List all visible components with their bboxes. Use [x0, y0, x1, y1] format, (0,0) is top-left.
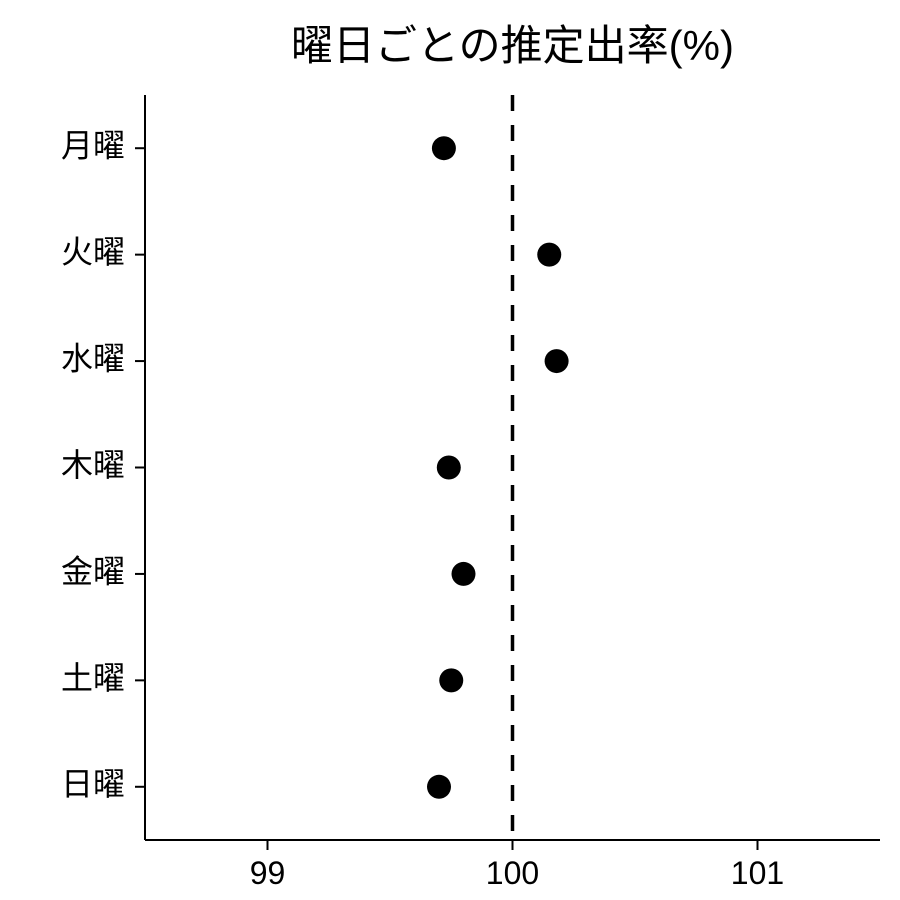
x-tick-label: 100: [486, 855, 539, 891]
data-point: [427, 775, 451, 799]
y-tick-label: 木曜: [61, 447, 125, 483]
y-tick-label: 土曜: [61, 660, 125, 696]
data-point: [439, 668, 463, 692]
data-point: [437, 456, 461, 480]
x-tick-label: 99: [250, 855, 286, 891]
y-tick-label: 日曜: [61, 766, 125, 802]
y-tick-label: 水曜: [61, 341, 125, 377]
dot-chart: 曜日ごとの推定出率(%) 月曜火曜水曜木曜金曜土曜日曜 99 100 101: [0, 0, 900, 900]
data-point: [537, 243, 561, 267]
data-point: [452, 562, 476, 586]
data-point: [432, 136, 456, 160]
y-tick-label: 金曜: [61, 553, 125, 589]
y-tick-label: 火曜: [61, 234, 125, 270]
y-tick-label: 月曜: [61, 128, 125, 164]
chart-title: 曜日ごとの推定出率(%): [291, 22, 734, 69]
data-point: [545, 349, 569, 373]
x-tick-label: 101: [731, 855, 784, 891]
